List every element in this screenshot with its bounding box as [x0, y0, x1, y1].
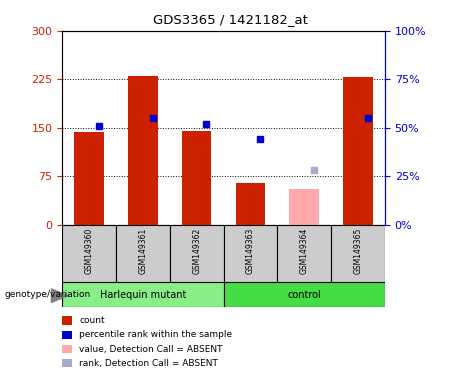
Text: GSM149362: GSM149362 [192, 227, 201, 274]
Text: rank, Detection Call = ABSENT: rank, Detection Call = ABSENT [79, 359, 218, 368]
Polygon shape [52, 289, 68, 303]
Text: GSM149360: GSM149360 [85, 227, 94, 274]
Bar [343, 77, 373, 225]
Bar [116, 225, 170, 282]
Bar [331, 225, 385, 282]
Text: GSM149365: GSM149365 [354, 227, 362, 274]
Bar [182, 131, 212, 225]
Bar [224, 282, 385, 307]
Text: GSM149363: GSM149363 [246, 227, 255, 274]
Text: value, Detection Call = ABSENT: value, Detection Call = ABSENT [79, 344, 223, 354]
Text: count: count [79, 316, 105, 325]
Bar [170, 225, 224, 282]
Text: GDS3365 / 1421182_at: GDS3365 / 1421182_at [153, 13, 308, 26]
Bar [236, 183, 265, 225]
Bar [62, 282, 224, 307]
Text: GSM149364: GSM149364 [300, 227, 309, 274]
Bar [62, 225, 116, 282]
Text: genotype/variation: genotype/variation [5, 290, 91, 300]
Bar [290, 189, 319, 225]
Bar [74, 132, 104, 225]
Text: Harlequin mutant: Harlequin mutant [100, 290, 186, 300]
Bar [128, 76, 158, 225]
Bar [224, 225, 278, 282]
Text: GSM149361: GSM149361 [138, 227, 148, 274]
Bar [278, 225, 331, 282]
Text: control: control [287, 290, 321, 300]
Text: percentile rank within the sample: percentile rank within the sample [79, 330, 232, 339]
